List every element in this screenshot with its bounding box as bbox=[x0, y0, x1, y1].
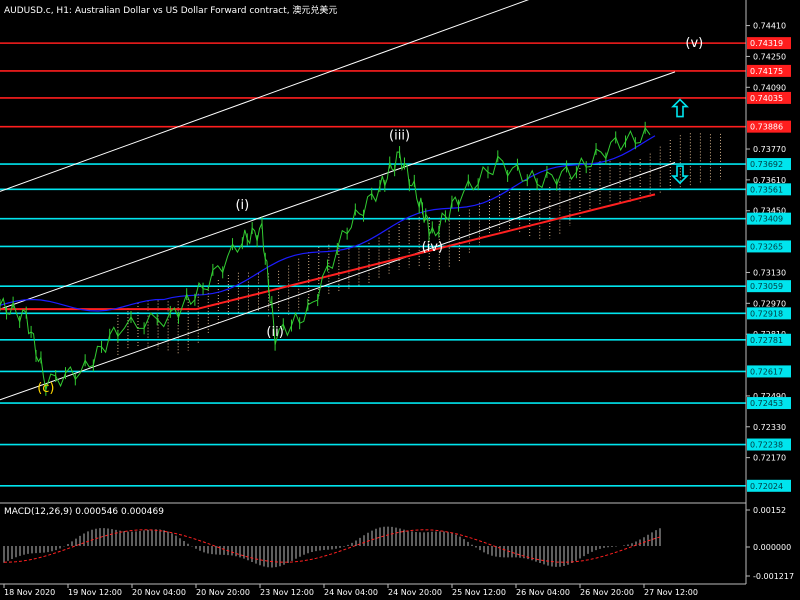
time-tick-label: 19 Nov 12:00 bbox=[68, 588, 122, 597]
price-tick-label: 0.72490 bbox=[753, 392, 786, 401]
resistance-level-label-box bbox=[747, 91, 791, 104]
arrow-up-icon bbox=[671, 98, 689, 118]
wave-label: (ii) bbox=[266, 325, 283, 340]
macd-tick-label: 0.000000 bbox=[753, 543, 791, 552]
price-tick-label: 0.74250 bbox=[753, 52, 786, 61]
time-tick-label: 27 Nov 12:00 bbox=[644, 588, 698, 597]
channel-line bbox=[0, 71, 676, 310]
price-axis: 0.74410 0.74250 0.74090 0.73770 0.73610 0.734… bbox=[746, 22, 786, 463]
macd-signal-line bbox=[3, 529, 661, 563]
time-tick-label: 26 Nov 20:00 bbox=[580, 588, 634, 597]
support-level-label: 0.72238 bbox=[750, 441, 783, 450]
time-tick-label: 24 Nov 20:00 bbox=[388, 588, 442, 597]
resistance-level-label-box bbox=[747, 64, 791, 77]
time-tick-label: 20 Nov 20:00 bbox=[196, 588, 250, 597]
macd-tick-label: -0.001217 bbox=[753, 572, 794, 581]
support-level-label: 0.73059 bbox=[750, 282, 783, 291]
support-level-label: 0.73692 bbox=[750, 160, 783, 169]
resistance-level-label: 0.74035 bbox=[750, 94, 783, 103]
time-tick-label: 24 Nov 04:00 bbox=[324, 588, 378, 597]
support-level-label: 0.72453 bbox=[750, 399, 783, 408]
moving-averages bbox=[0, 135, 656, 312]
time-tick-label: 25 Nov 12:00 bbox=[452, 588, 506, 597]
support-level-label-box bbox=[747, 183, 791, 196]
support-level-label: 0.72024 bbox=[750, 482, 783, 491]
support-level-label: 0.72918 bbox=[750, 309, 783, 318]
support-level-label-box bbox=[747, 333, 791, 346]
support-level-label-box bbox=[747, 307, 791, 320]
price-tick-label: 0.73130 bbox=[753, 268, 786, 277]
time-tick-label: 20 Nov 04:00 bbox=[132, 588, 186, 597]
red-moving-average bbox=[0, 193, 656, 311]
macd-indicator bbox=[3, 526, 661, 568]
support-level-label: 0.72617 bbox=[750, 367, 783, 376]
macd-tick-label: 0.00152 bbox=[753, 506, 786, 515]
macd-title: MACD(12,26,9) 0.000546 0.000469 bbox=[4, 507, 164, 517]
time-tick-label: 26 Nov 04:00 bbox=[516, 588, 570, 597]
support-level-label-box bbox=[747, 240, 791, 253]
resistance-level-label: 0.74319 bbox=[750, 39, 783, 48]
wave-label: (v) bbox=[685, 36, 703, 51]
arrow-down-icon bbox=[671, 165, 689, 185]
price-tick-label: 0.74090 bbox=[753, 83, 786, 92]
support-level-label-box bbox=[747, 397, 791, 410]
price-tick-label: 0.74410 bbox=[753, 22, 786, 31]
support-level-label-box bbox=[747, 158, 791, 171]
price-line bbox=[0, 126, 651, 390]
support-level-label: 0.72781 bbox=[750, 336, 783, 345]
support-level-label: 0.73561 bbox=[750, 185, 783, 194]
resistance-level-label: 0.73886 bbox=[750, 123, 783, 132]
price-tick-label: 0.72170 bbox=[753, 454, 786, 463]
support-level-label-box bbox=[747, 212, 791, 225]
wave-label: (c) bbox=[37, 381, 54, 396]
resistance-level-label-box bbox=[747, 120, 791, 133]
price-tick-label: 0.73610 bbox=[753, 176, 786, 185]
resistance-level-label-box bbox=[747, 37, 791, 50]
price-tick-label: 0.72970 bbox=[753, 299, 786, 308]
ichimoku-cloud bbox=[117, 133, 721, 356]
price-tick-label: 0.73450 bbox=[753, 207, 786, 216]
wave-label: (iv) bbox=[422, 240, 443, 255]
channel-line bbox=[0, 0, 530, 192]
price-tick-label: 0.73770 bbox=[753, 145, 786, 154]
wave-label: (iii) bbox=[389, 128, 410, 143]
support-level-label-box bbox=[747, 280, 791, 293]
level-price-labels: 0.74319 0.74175 0.74035 0.73886 0.73692 0.735… bbox=[747, 37, 791, 492]
resistance-level-label: 0.74175 bbox=[750, 67, 783, 76]
price-series bbox=[0, 121, 651, 396]
time-axis: 18 Nov 2020 19 Nov 12:00 20 Nov 04:00 20 No… bbox=[3, 584, 698, 597]
blue-moving-average bbox=[0, 135, 656, 312]
wave-label: (i) bbox=[235, 198, 249, 213]
support-level-label-box bbox=[747, 365, 791, 378]
price-channel bbox=[0, 0, 676, 401]
signal-arrows bbox=[671, 98, 689, 185]
time-tick-label: 18 Nov 2020 bbox=[4, 588, 55, 597]
support-level-label: 0.73409 bbox=[750, 215, 783, 224]
support-level-label-box bbox=[747, 479, 791, 492]
price-tick-label: 0.72330 bbox=[753, 423, 786, 432]
wave-labels: (c) (i) (ii) (iii) (iv) (v) bbox=[37, 36, 703, 396]
macd-axis: 0.00152 0.000000 -0.001217 bbox=[746, 506, 794, 581]
horizontal-levels bbox=[0, 42, 746, 487]
support-level-label: 0.73265 bbox=[750, 242, 783, 251]
time-tick-label: 23 Nov 12:00 bbox=[260, 588, 314, 597]
support-level-label-box bbox=[747, 438, 791, 451]
chart-title: AUDUSD.c, H1: Australian Dollar vs US Do… bbox=[4, 6, 338, 16]
channel-line bbox=[0, 162, 676, 401]
